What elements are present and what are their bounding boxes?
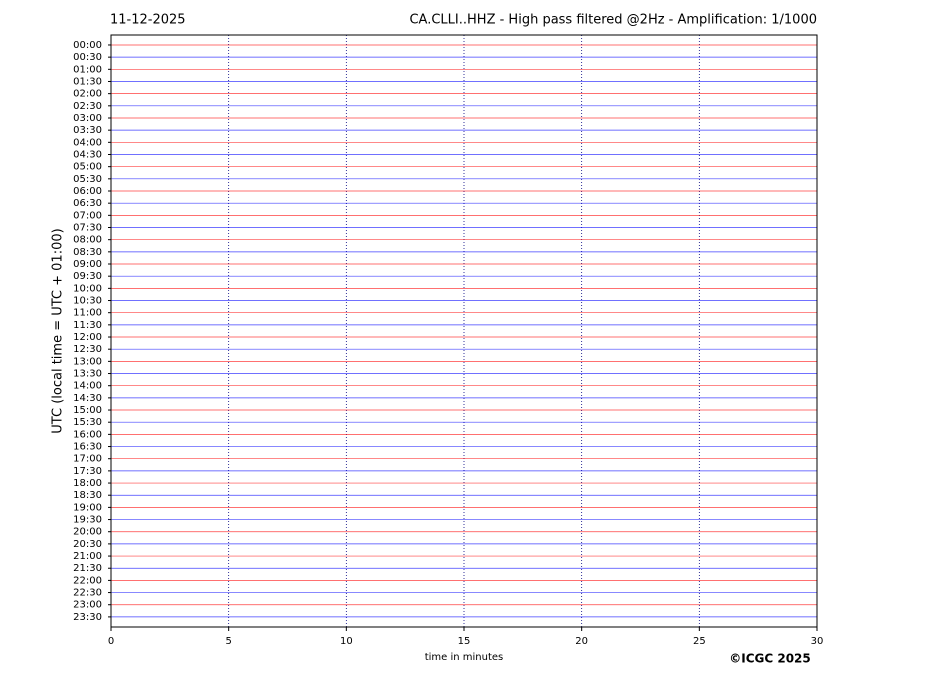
y-tick-label: 21:30 xyxy=(73,563,102,574)
y-tick-label: 06:30 xyxy=(73,198,102,209)
y-tick-label: 12:00 xyxy=(73,332,102,343)
y-tick-label: 04:00 xyxy=(73,137,102,148)
y-tick-label: 20:00 xyxy=(73,527,102,538)
y-tick-label: 10:00 xyxy=(73,283,102,294)
y-tick-label: 13:00 xyxy=(73,356,102,367)
x-tick-label: 25 xyxy=(693,636,706,647)
x-tick-label: 20 xyxy=(575,636,588,647)
y-tick-label: 09:00 xyxy=(73,259,102,270)
y-tick-label: 03:30 xyxy=(73,125,102,136)
y-tick-label: 04:30 xyxy=(73,149,102,160)
y-tick-label: 18:00 xyxy=(73,478,102,489)
y-tick-label: 05:30 xyxy=(73,174,102,185)
x-tick-label: 5 xyxy=(225,636,231,647)
y-tick-label: 16:00 xyxy=(73,429,102,440)
y-tick-label: 15:30 xyxy=(73,417,102,428)
y-tick-label: 13:30 xyxy=(73,369,102,380)
y-tick-label: 06:00 xyxy=(73,186,102,197)
y-tick-label: 11:00 xyxy=(73,308,102,319)
y-tick-label: 19:30 xyxy=(73,515,102,526)
x-tick-label: 15 xyxy=(458,636,471,647)
y-tick-label: 17:30 xyxy=(73,466,102,477)
y-tick-label: 17:00 xyxy=(73,454,102,465)
y-tick-label: 23:30 xyxy=(73,612,102,623)
y-tick-label: 22:00 xyxy=(73,575,102,586)
y-tick-label: 15:00 xyxy=(73,405,102,416)
x-tick-label: 0 xyxy=(108,636,114,647)
y-tick-label: 01:00 xyxy=(73,64,102,75)
y-tick-label: 02:30 xyxy=(73,101,102,112)
y-tick-label: 05:00 xyxy=(73,162,102,173)
y-tick-label: 11:30 xyxy=(73,320,102,331)
y-tick-label: 23:00 xyxy=(73,600,102,611)
y-tick-label: 08:00 xyxy=(73,235,102,246)
date: 11-12-2025 xyxy=(110,13,186,28)
x-axis-label: time in minutes xyxy=(425,652,504,663)
y-tick-label: 03:00 xyxy=(73,113,102,124)
y-tick-label: 09:30 xyxy=(73,271,102,282)
plot-frame xyxy=(110,34,818,628)
y-tick-label: 00:30 xyxy=(73,52,102,63)
y-tick-label: 14:30 xyxy=(73,393,102,404)
y-tick-label: 20:30 xyxy=(73,539,102,550)
y-tick-label: 21:00 xyxy=(73,551,102,562)
y-tick-label: 01:30 xyxy=(73,76,102,87)
x-tick-label: 30 xyxy=(811,636,824,647)
copyright: ©ICGC 2025 xyxy=(729,652,811,666)
y-tick-label: 02:00 xyxy=(73,89,102,100)
chart-title: CA.CLLI..HHZ - High pass filtered @2Hz -… xyxy=(409,13,817,28)
y-tick-label: 00:00 xyxy=(73,40,102,51)
y-axis-label: UTC (local time = UTC + 01:00) xyxy=(51,228,66,433)
y-tick-label: 12:30 xyxy=(73,344,102,355)
y-tick-label: 07:30 xyxy=(73,223,102,234)
x-tick-label: 10 xyxy=(340,636,353,647)
y-tick-label: 18:30 xyxy=(73,490,102,501)
y-tick-label: 07:00 xyxy=(73,210,102,221)
y-tick-label: 19:00 xyxy=(73,502,102,513)
y-tick-label: 16:30 xyxy=(73,442,102,453)
y-tick-label: 10:30 xyxy=(73,296,102,307)
y-tick-label: 14:00 xyxy=(73,381,102,392)
y-tick-label: 22:30 xyxy=(73,588,102,599)
y-tick-label: 08:30 xyxy=(73,247,102,258)
